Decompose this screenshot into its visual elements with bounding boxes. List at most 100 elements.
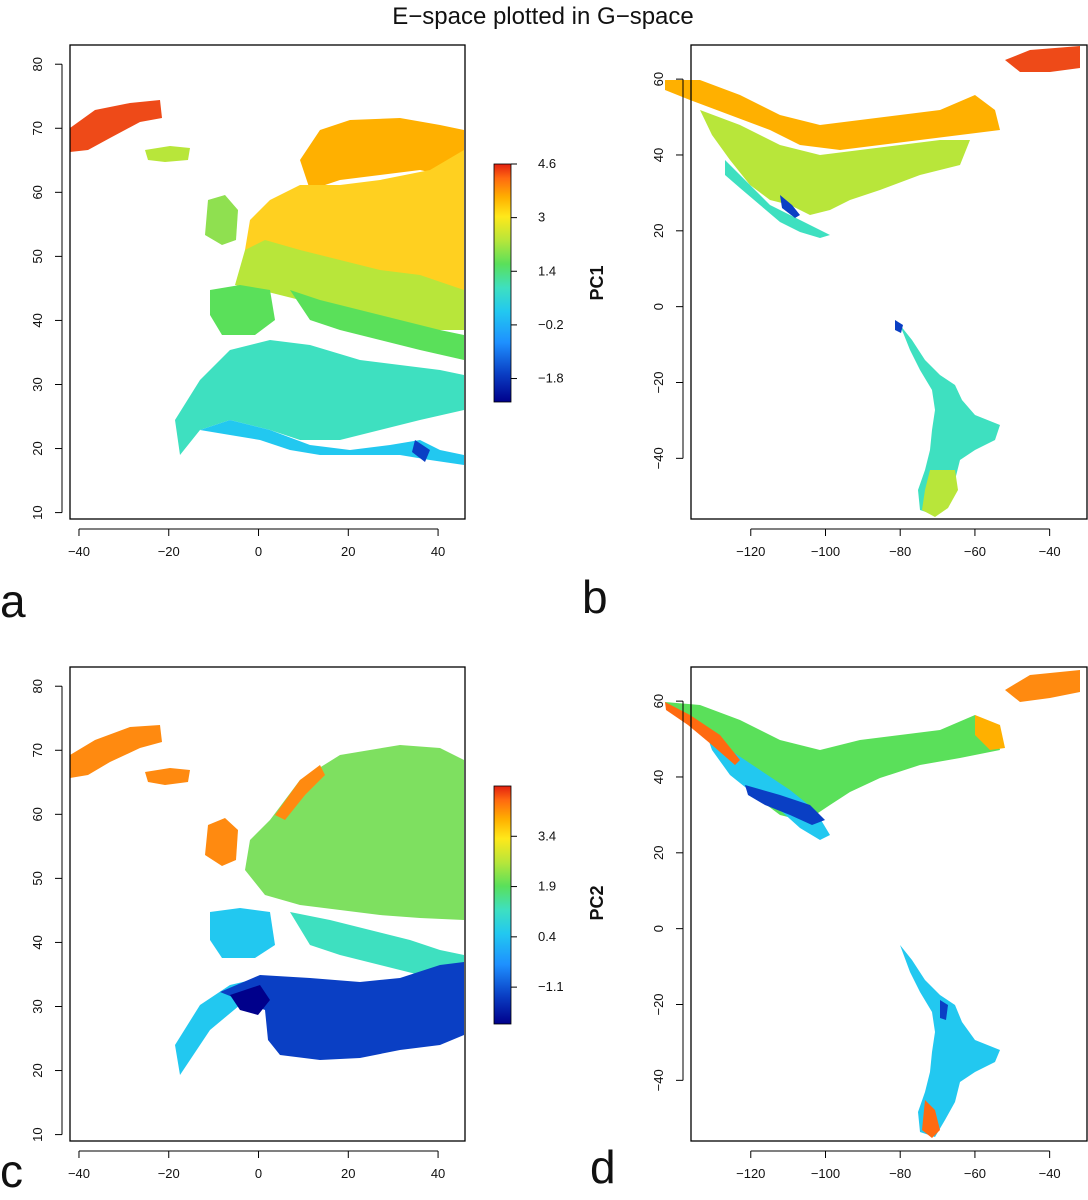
panel-b-letter: b [582, 571, 608, 623]
patagonia-d-region [922, 1100, 940, 1138]
andes-d-region [940, 1000, 948, 1020]
panel-b: −120 −100 −80 −60 −40 −40 −20 0 20 40 60 b [582, 44, 1088, 623]
greenland-c-region [70, 725, 162, 778]
y-tick-label: −20 [651, 371, 666, 393]
south-america-region [900, 325, 1000, 515]
y-tick-label: −40 [651, 447, 666, 469]
great-basin-d-region [745, 785, 825, 825]
colorbar-pc1-ramp [493, 163, 512, 403]
north-america-west-region [725, 160, 830, 238]
mediterranean-c-region [290, 912, 464, 980]
x-tick-label: −100 [811, 544, 840, 559]
greenland-region [70, 100, 162, 152]
panel-a: −40 −20 0 20 40 10 20 30 40 50 60 70 80 a [0, 44, 466, 627]
y-tick-label: 20 [30, 441, 45, 455]
x-tick-label: −40 [68, 544, 90, 559]
europe-c-region [245, 745, 464, 920]
greenland-d-region [1005, 670, 1080, 702]
south-america-d-region [900, 945, 1000, 1137]
y-tick-label: 20 [651, 224, 666, 238]
y-tick-label: 70 [30, 121, 45, 135]
colorbar-pc2-label: PC2 [587, 885, 607, 920]
y-tick-label: 50 [30, 249, 45, 263]
colorbar-pc2-ticks: 3.4 1.9 0.4 −1.1 [511, 828, 564, 994]
x-tick-label: 0 [255, 544, 262, 559]
scandinavia-region [300, 118, 464, 190]
y-tick-label: 30 [30, 999, 45, 1013]
y-tick-label: 0 [651, 303, 666, 310]
britain-region [205, 195, 238, 245]
colorbar-tick-label: 1.9 [538, 879, 556, 894]
y-tick-label: 0 [651, 925, 666, 932]
panel-d-frame [690, 666, 1088, 1142]
britain-c-region [205, 818, 238, 866]
east-coast-d-region [975, 715, 1005, 750]
y-tick-label: 10 [30, 1127, 45, 1141]
panel-d-letter: d [590, 1141, 616, 1193]
north-africa-region [175, 340, 464, 455]
africa-south-region [200, 420, 464, 465]
iberia-c-region [210, 908, 275, 958]
greenland-b-region [1005, 46, 1080, 72]
y-tick-label: 40 [30, 935, 45, 949]
panel-d-axes: −120 −100 −80 −60 −40 −40 −20 0 20 40 60 [651, 694, 1061, 1181]
iceland-c-region [145, 768, 190, 785]
x-tick-label: −20 [158, 1166, 180, 1181]
panel-a-frame [69, 44, 466, 520]
colorbar-tick-label: 4.6 [538, 156, 556, 171]
x-tick-label: 40 [431, 544, 445, 559]
pacific-coast-d-region [665, 702, 740, 765]
sahara-low-region [412, 440, 430, 462]
north-america-mid-region [700, 110, 970, 215]
x-tick-label: −40 [1039, 544, 1061, 559]
mediterranean-north-region [290, 290, 464, 360]
panel-b-axes: −120 −100 −80 −60 −40 −40 −20 0 20 40 60 [651, 72, 1061, 559]
panel-c-letter: c [0, 1145, 23, 1197]
y-tick-label: 40 [30, 313, 45, 327]
norway-c-region [275, 765, 325, 820]
x-tick-label: 0 [255, 1166, 262, 1181]
north-america-north-region [665, 80, 1000, 150]
panel-a-letter: a [0, 575, 26, 627]
sahara-c-region [220, 962, 464, 1060]
y-tick-label: −20 [651, 993, 666, 1015]
panel-c-axes: −40 −20 0 20 40 10 20 30 40 50 60 70 80 [30, 679, 445, 1181]
colorbar-tick-label: 3.4 [538, 828, 556, 843]
colorbar-pc2: 3.4 1.9 0.4 −1.1 PC2 [493, 785, 607, 1025]
y-tick-label: 50 [30, 871, 45, 885]
x-tick-label: −80 [889, 544, 911, 559]
y-tick-label: 40 [651, 148, 666, 162]
x-tick-label: −20 [158, 544, 180, 559]
europe-west-region [235, 240, 464, 330]
colorbar-tick-label: 1.4 [538, 263, 556, 278]
patagonia-region [922, 470, 958, 517]
panel-d: −120 −100 −80 −60 −40 −40 −20 0 20 40 60 d [590, 666, 1088, 1193]
y-tick-label: 20 [30, 1063, 45, 1077]
x-tick-label: −100 [811, 1166, 840, 1181]
colorbar-pc2-ramp [493, 785, 512, 1025]
colorbar-pc1-label: PC1 [587, 265, 607, 300]
colorbar-pc1: 4.6 3 1.4 −0.2 −1.8 PC1 [493, 156, 607, 403]
andes-low-region [895, 320, 903, 333]
y-tick-label: 70 [30, 743, 45, 757]
y-tick-label: 40 [651, 770, 666, 784]
y-tick-label: 20 [651, 846, 666, 860]
colorbar-tick-label: −1.1 [538, 979, 564, 994]
iceland-region [145, 146, 190, 162]
y-tick-label: 10 [30, 505, 45, 519]
sahara-deep-c-region [230, 985, 270, 1015]
colorbar-pc1-ticks: 4.6 3 1.4 −0.2 −1.8 [511, 156, 564, 386]
panel-a-map [70, 100, 464, 465]
x-tick-label: −80 [889, 1166, 911, 1181]
colorbar-tick-label: −1.8 [538, 371, 564, 386]
colorbar-tick-label: 0.4 [538, 929, 556, 944]
x-tick-label: −120 [736, 544, 765, 559]
y-tick-label: 60 [30, 807, 45, 821]
y-tick-label: 80 [30, 57, 45, 71]
y-tick-label: −40 [651, 1069, 666, 1091]
y-tick-label: 60 [651, 694, 666, 708]
x-tick-label: 40 [431, 1166, 445, 1181]
x-tick-label: 20 [341, 544, 355, 559]
x-tick-label: −40 [68, 1166, 90, 1181]
